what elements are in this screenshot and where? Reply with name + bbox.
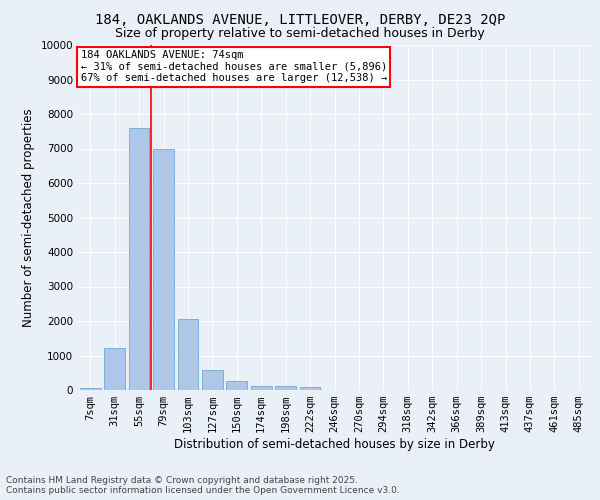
Bar bbox=[202, 370, 223, 390]
Text: Contains HM Land Registry data © Crown copyright and database right 2025.
Contai: Contains HM Land Registry data © Crown c… bbox=[6, 476, 400, 495]
Bar bbox=[153, 148, 174, 390]
Bar bbox=[251, 386, 272, 390]
Bar bbox=[226, 381, 247, 390]
Bar bbox=[104, 348, 125, 390]
Bar bbox=[178, 320, 199, 390]
Text: Size of property relative to semi-detached houses in Derby: Size of property relative to semi-detach… bbox=[115, 28, 485, 40]
Y-axis label: Number of semi-detached properties: Number of semi-detached properties bbox=[22, 108, 35, 327]
Bar bbox=[299, 387, 320, 390]
Text: 184, OAKLANDS AVENUE, LITTLEOVER, DERBY, DE23 2QP: 184, OAKLANDS AVENUE, LITTLEOVER, DERBY,… bbox=[95, 12, 505, 26]
Bar bbox=[275, 386, 296, 390]
Bar bbox=[128, 128, 149, 390]
Text: 184 OAKLANDS AVENUE: 74sqm
← 31% of semi-detached houses are smaller (5,896)
67%: 184 OAKLANDS AVENUE: 74sqm ← 31% of semi… bbox=[80, 50, 387, 84]
Bar bbox=[80, 388, 101, 390]
X-axis label: Distribution of semi-detached houses by size in Derby: Distribution of semi-detached houses by … bbox=[174, 438, 495, 451]
